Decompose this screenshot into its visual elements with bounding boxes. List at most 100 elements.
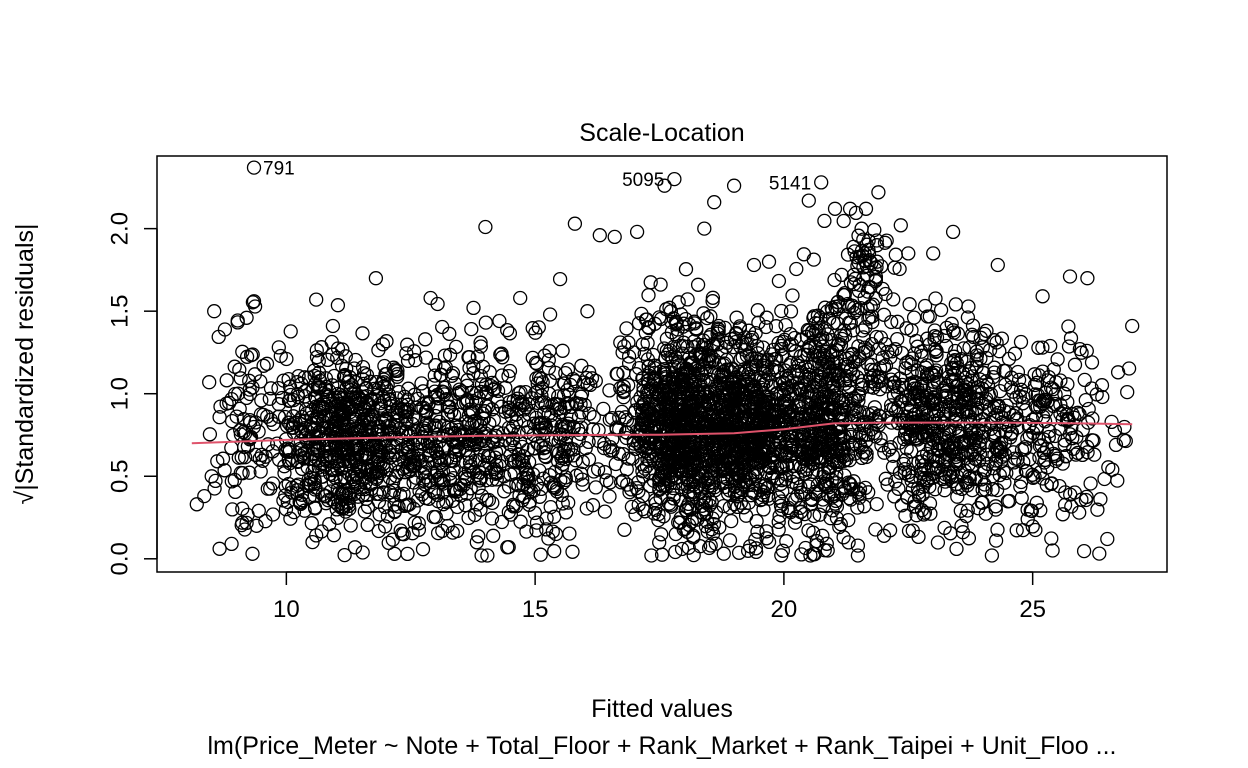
data-point	[948, 401, 963, 416]
data-point	[901, 246, 916, 261]
data-point	[224, 474, 239, 489]
data-point	[727, 485, 742, 501]
data-point	[415, 542, 431, 557]
data-point	[640, 430, 656, 445]
data-point	[511, 386, 526, 401]
data-point	[1032, 438, 1048, 454]
data-point	[418, 332, 433, 347]
data-point	[807, 387, 822, 403]
data-point	[895, 377, 910, 393]
data-point	[586, 409, 601, 425]
data-point	[1061, 339, 1077, 354]
data-point	[700, 310, 715, 326]
data-point	[781, 503, 796, 518]
data-point	[302, 475, 317, 491]
data-point	[207, 304, 222, 319]
data-point	[580, 304, 595, 319]
data-point	[958, 475, 974, 490]
data-point	[923, 506, 938, 521]
data-point	[330, 298, 346, 313]
data-point	[304, 516, 319, 531]
data-point	[232, 362, 247, 377]
data-point	[1013, 479, 1028, 494]
data-point	[760, 427, 775, 443]
data-point	[350, 489, 366, 504]
data-point	[502, 326, 518, 341]
data-point	[673, 307, 689, 322]
data-point	[756, 502, 771, 517]
data-point	[433, 367, 448, 383]
data-point	[596, 401, 611, 417]
data-point	[1031, 340, 1046, 355]
data-point	[394, 526, 410, 542]
data-point	[616, 365, 631, 380]
data-point	[339, 442, 355, 457]
data-point	[956, 341, 971, 356]
data-point	[478, 426, 493, 441]
data-point	[815, 528, 830, 543]
data-point	[509, 476, 524, 492]
data-point	[355, 545, 370, 560]
data-point	[858, 427, 873, 442]
data-point	[857, 444, 873, 460]
data-point	[761, 254, 777, 269]
data-point	[537, 348, 552, 363]
data-point	[939, 434, 954, 449]
data-point	[553, 401, 568, 416]
data-point	[1100, 531, 1115, 547]
data-point	[856, 417, 871, 433]
data-point	[716, 367, 732, 382]
data-point	[876, 307, 892, 322]
data-point	[341, 466, 357, 481]
data-point	[851, 339, 866, 354]
data-point	[446, 407, 462, 423]
data-point	[314, 469, 330, 484]
data-point	[879, 233, 894, 248]
data-point	[886, 292, 901, 307]
data-point	[710, 388, 725, 404]
data-point	[779, 458, 794, 473]
data-point	[246, 160, 262, 175]
data-point	[406, 501, 421, 516]
data-point	[953, 503, 968, 518]
data-point	[535, 432, 551, 447]
data-point	[1120, 384, 1135, 400]
data-point	[1056, 404, 1071, 419]
data-point	[486, 528, 501, 543]
data-point	[875, 281, 890, 297]
data-point	[693, 346, 708, 362]
data-point	[227, 359, 242, 374]
data-point	[429, 439, 444, 454]
data-point	[979, 391, 994, 406]
data-point	[414, 376, 429, 391]
data-point	[232, 401, 247, 416]
data-point	[946, 366, 962, 381]
data-point	[738, 508, 754, 523]
data-point	[1018, 387, 1034, 402]
data-point	[380, 377, 395, 392]
data-point	[975, 495, 990, 510]
data-point	[525, 321, 540, 336]
data-point	[1027, 469, 1042, 484]
data-point	[782, 399, 797, 414]
data-point	[1014, 474, 1029, 490]
data-point	[1072, 505, 1087, 520]
data-point	[573, 389, 589, 404]
data-point	[492, 313, 507, 329]
data-point	[339, 361, 354, 376]
data-point	[277, 409, 293, 425]
data-point	[488, 466, 503, 481]
data-point	[309, 415, 325, 430]
data-point	[1060, 411, 1076, 426]
data-point	[659, 422, 674, 437]
data-point	[830, 316, 845, 331]
data-point	[618, 425, 634, 440]
data-point	[435, 319, 450, 335]
data-point	[300, 434, 315, 449]
chart-caption: lm(Price_Meter ~ Note + Total_Floor + Ra…	[208, 732, 1117, 760]
data-point	[954, 352, 969, 367]
data-point	[869, 260, 884, 275]
data-point	[829, 499, 845, 514]
data-point	[477, 458, 493, 473]
data-point	[307, 458, 323, 473]
